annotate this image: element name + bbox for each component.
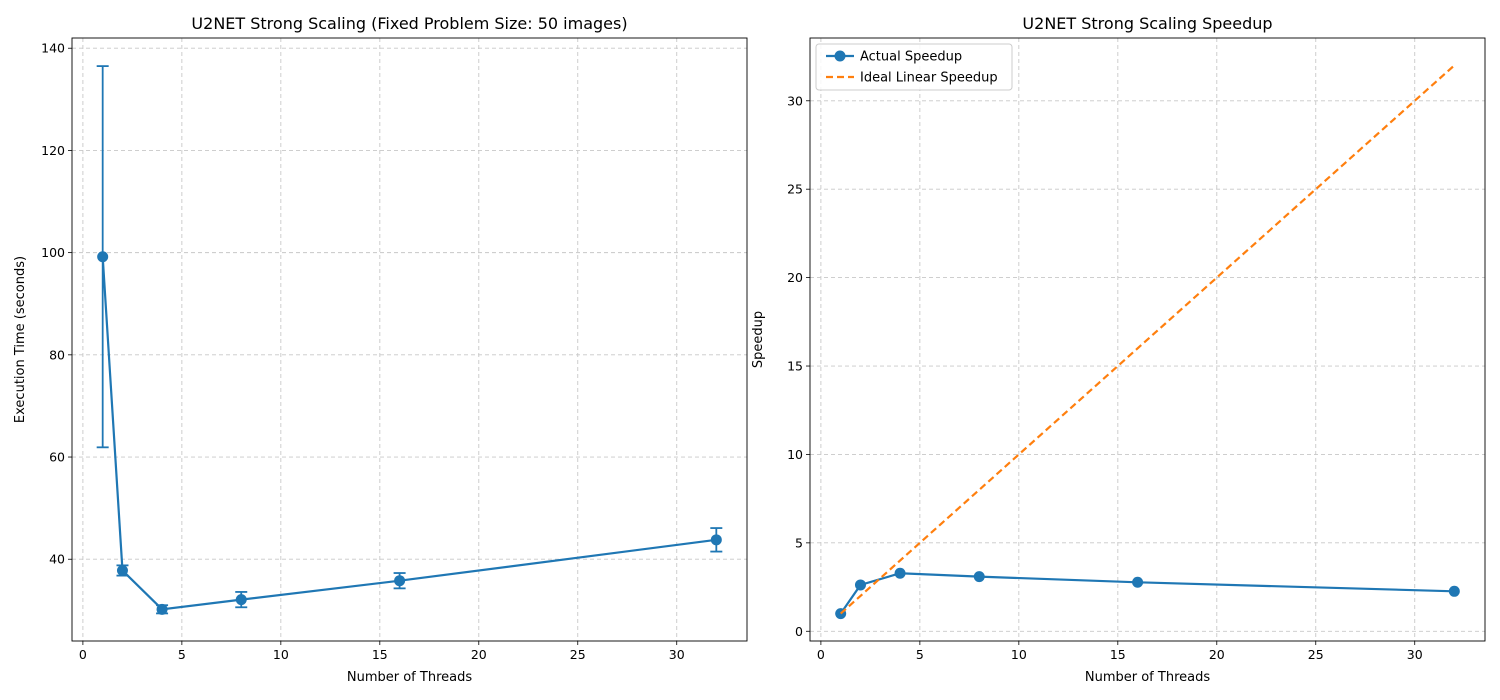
x-tick-label: 5 xyxy=(916,647,924,662)
y-tick-label: 25 xyxy=(787,182,803,197)
x-tick-label: 20 xyxy=(1209,647,1225,662)
data-point xyxy=(156,603,168,615)
y-tick-label: 15 xyxy=(787,359,803,374)
y-tick-label: 60 xyxy=(49,450,65,465)
data-point xyxy=(116,564,128,576)
x-tick-label: 0 xyxy=(79,647,87,662)
x-axis-label: Number of Threads xyxy=(1085,670,1210,685)
y-tick-label: 20 xyxy=(787,270,803,285)
x-tick-label: 30 xyxy=(1407,647,1423,662)
data-point xyxy=(973,571,985,583)
x-tick-label: 10 xyxy=(1011,647,1027,662)
legend-marker xyxy=(834,50,846,62)
y-tick-label: 80 xyxy=(49,347,65,362)
y-tick-label: 140 xyxy=(41,41,65,56)
speedup-chart: 0 5 10 15 20 25 30 0 5 10 15 20 25 30 U2NET Strong Sca… xyxy=(751,14,1486,685)
y-tick-label: 40 xyxy=(49,552,65,567)
x-tick-label: 25 xyxy=(570,647,586,662)
execution-time-chart: 0 5 10 15 20 25 30 40 60 80 100 120 140 U2NET Strong … xyxy=(13,14,748,685)
y-tick-label: 100 xyxy=(41,245,65,260)
y-axis-label: Speedup xyxy=(751,311,766,368)
y-tick-label: 120 xyxy=(41,143,65,158)
x-tick-label: 15 xyxy=(372,647,388,662)
x-tick-label: 30 xyxy=(669,647,685,662)
x-tick-label: 5 xyxy=(178,647,186,662)
x-axis-label: Number of Threads xyxy=(347,670,472,685)
data-point xyxy=(710,534,722,546)
series-line xyxy=(839,572,1455,615)
plot-frame xyxy=(809,37,1486,642)
y-tick-label: 0 xyxy=(795,624,803,639)
data-point xyxy=(894,567,906,579)
chart-title: U2NET Strong Scaling Speedup xyxy=(1022,14,1272,33)
series-line xyxy=(101,256,717,611)
data-point xyxy=(854,579,866,591)
x-tick-label: 10 xyxy=(273,647,289,662)
y-axis-label: Execution Time (seconds) xyxy=(13,256,28,423)
y-tick-label: 5 xyxy=(795,535,803,550)
x-tick-label: 15 xyxy=(1110,647,1126,662)
x-tick-label: 0 xyxy=(817,647,825,662)
plot-frame xyxy=(71,37,748,642)
y-tick-label: 10 xyxy=(787,447,803,462)
legend-box xyxy=(815,43,1013,91)
x-tick-label: 20 xyxy=(471,647,487,662)
data-point xyxy=(235,594,247,606)
x-tick-label: 25 xyxy=(1308,647,1324,662)
chart-title: U2NET Strong Scaling (Fixed Problem Size… xyxy=(191,14,627,33)
data-point xyxy=(97,251,109,263)
legend-label: Ideal Linear Speedup xyxy=(860,71,998,86)
legend-label: Actual Speedup xyxy=(860,50,962,65)
data-point xyxy=(1132,576,1144,588)
data-point xyxy=(1448,585,1460,597)
data-point xyxy=(394,575,406,587)
y-tick-label: 30 xyxy=(787,93,803,108)
series-line xyxy=(839,64,1456,615)
